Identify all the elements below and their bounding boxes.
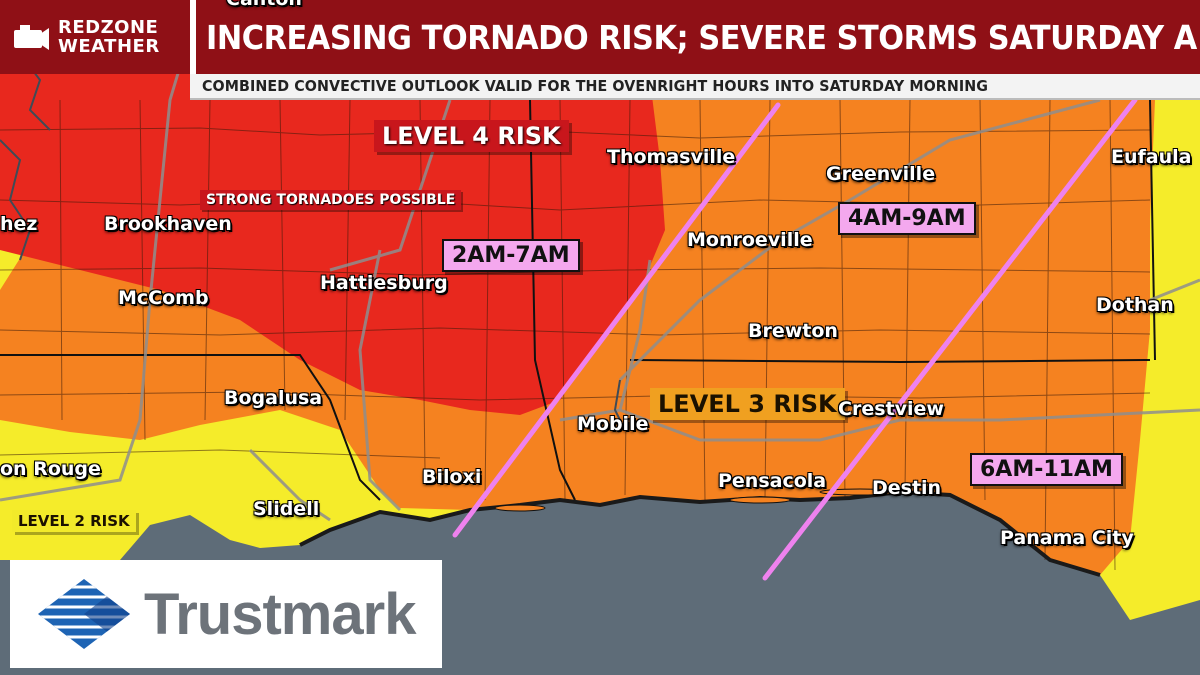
city-eufaula: Eufaula [1111, 146, 1192, 168]
city-crestview: Crestview [838, 398, 944, 420]
state-lines [0, 99, 1156, 501]
city-destin: Destin [872, 477, 942, 499]
brand-line2: WEATHER [58, 36, 160, 57]
headline-bar: INCREASING TORNADO RISK; SEVERE STORMS S… [190, 0, 1200, 74]
brand-line1: REDZONE [58, 17, 159, 38]
city-monroeville: Monroeville [687, 229, 813, 251]
level4-label: LEVEL 4 RISK [374, 120, 569, 152]
level3-label: LEVEL 3 RISK [650, 388, 845, 420]
city-natchez: hez [0, 213, 38, 235]
city-thomasville: Thomasville [607, 146, 736, 168]
city-slidell: Slidell [253, 498, 320, 520]
city-greenville: Greenville [826, 163, 936, 185]
city-biloxi: Biloxi [422, 466, 482, 488]
city-baton-rouge: on Rouge [0, 458, 101, 480]
coastline [299, 489, 1101, 577]
highways [0, 0, 1200, 522]
subline: COMBINED CONVECTIVE OUTLOOK VALID FOR TH… [202, 77, 989, 95]
brand-logo: REDZONE WEATHER [0, 0, 190, 74]
city-dothan: Dothan [1096, 294, 1174, 316]
city-mobile: Mobile [577, 413, 649, 435]
timing-label-2: 4AM-9AM [838, 202, 976, 235]
subline-bar: COMBINED CONVECTIVE OUTLOOK VALID FOR TH… [190, 74, 1200, 100]
timing-label-3: 6AM-11AM [970, 453, 1123, 486]
header: REDZONE WEATHER INCREASING TORNADO RISK;… [0, 0, 1200, 100]
brand-name: REDZONE WEATHER [58, 18, 160, 56]
city-bogalusa: Bogalusa [224, 387, 323, 409]
level4-note: STRONG TORNADOES POSSIBLE [200, 190, 462, 210]
city-panama-city: Panama City [1000, 527, 1134, 549]
city-mccomb: McComb [118, 287, 209, 309]
level2-label: LEVEL 2 RISK [12, 510, 136, 532]
city-hattiesburg: Hattiesburg [320, 272, 448, 294]
timing-lines [452, 97, 1138, 581]
barrier-islands [494, 488, 901, 512]
sponsor-banner: Trustmark [10, 560, 442, 668]
city-pensacola: Pensacola [718, 470, 827, 492]
camera-icon [14, 25, 49, 50]
trustmark-logo-icon [38, 579, 130, 649]
city-brewton: Brewton [748, 320, 838, 342]
city-canton: Canton [226, 0, 302, 10]
sponsor-name: Trustmark [144, 581, 416, 647]
headline: INCREASING TORNADO RISK; SEVERE STORMS S… [206, 17, 1200, 57]
city-brookhaven: Brookhaven [104, 213, 232, 235]
timing-label-1: 2AM-7AM [442, 239, 580, 272]
